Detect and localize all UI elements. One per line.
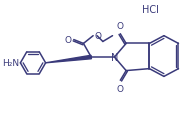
Text: H₂N: H₂N xyxy=(2,59,19,68)
Text: HCl: HCl xyxy=(142,4,158,14)
Text: O: O xyxy=(117,22,124,31)
Text: O: O xyxy=(94,32,101,41)
Text: O: O xyxy=(117,84,124,93)
Polygon shape xyxy=(46,56,91,63)
Text: N: N xyxy=(111,53,118,62)
Text: O: O xyxy=(65,36,72,45)
